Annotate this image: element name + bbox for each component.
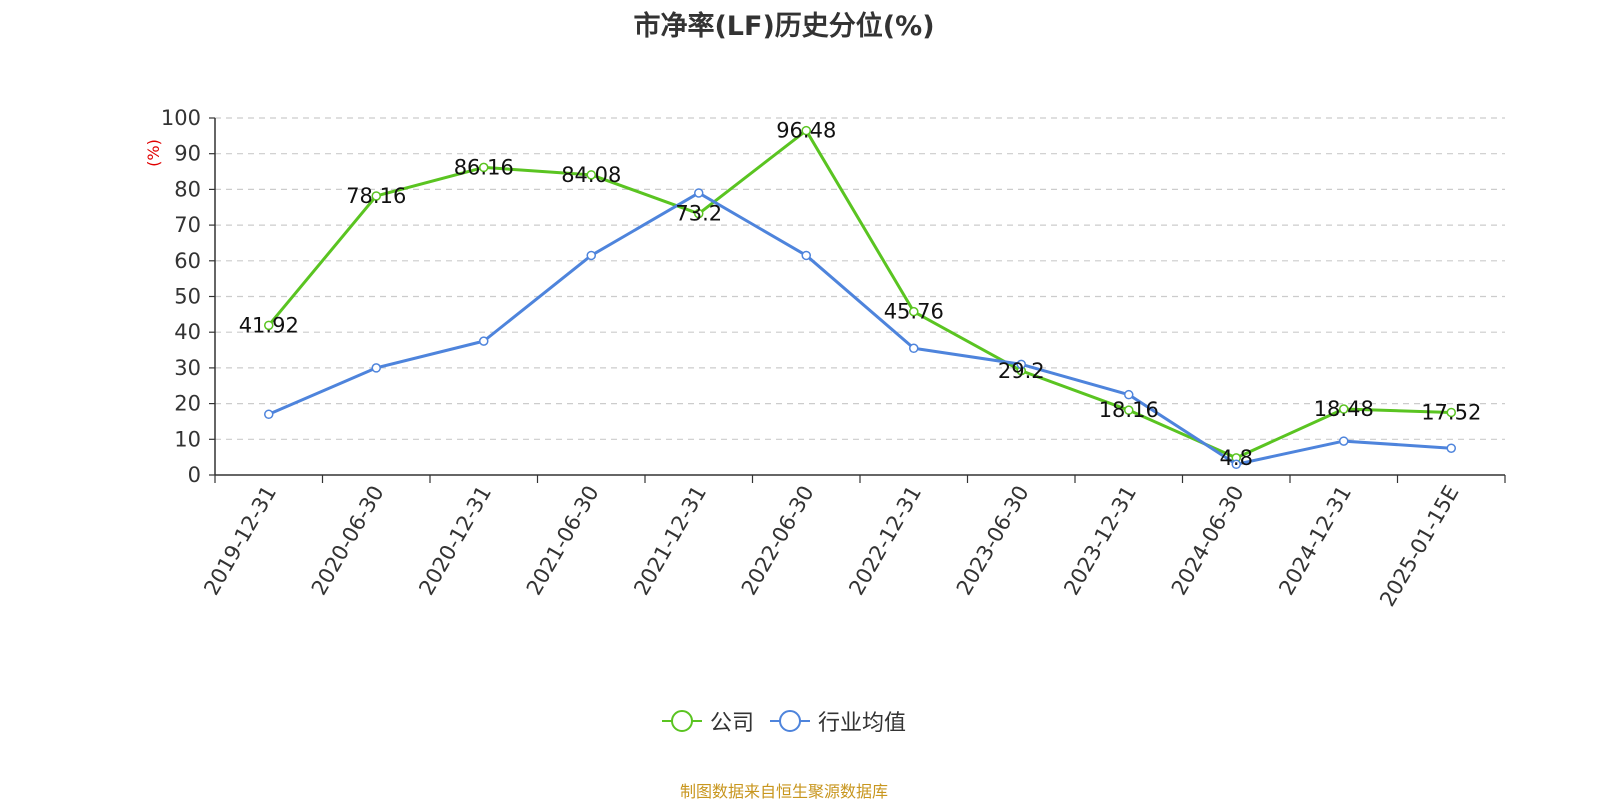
data-point	[1124, 389, 1134, 400]
x-tick-label: 2025-01-15E	[1375, 482, 1463, 611]
y-tick-label: 40	[174, 320, 201, 344]
x-tick-label: 2022-12-31	[844, 482, 926, 600]
data-point	[1231, 459, 1241, 470]
y-tick-label: 20	[174, 392, 201, 416]
data-label: 41.92	[239, 313, 299, 337]
x-tick-label: 2024-12-31	[1274, 482, 1356, 600]
data-point	[1446, 407, 1456, 418]
legend-line-marker-icon	[661, 710, 702, 732]
data-point	[371, 363, 381, 373]
data-point	[586, 250, 596, 261]
x-tick-label: 2021-06-30	[522, 482, 604, 600]
data-point	[1446, 443, 1456, 453]
y-tick-label: 60	[174, 249, 201, 273]
data-label: 17.52	[1421, 400, 1481, 424]
y-tick-label: 100	[161, 106, 201, 130]
data-point	[264, 320, 274, 331]
x-tick-label: 2020-12-31	[414, 482, 496, 600]
data-point	[694, 188, 704, 198]
line-chart: 0 10 20 30 40 50 60 70 80 90 100 2019-12-31 2020-06-…	[144, 106, 1506, 611]
data-point	[264, 409, 274, 420]
x-tick-label: 2019-12-31	[199, 482, 281, 600]
data-point	[1339, 404, 1349, 414]
x-tick-label: 2024-06-30	[1167, 482, 1249, 600]
data-point	[479, 336, 489, 346]
x-tick-label: 2023-06-30	[952, 482, 1034, 600]
y-tick-label: 80	[174, 177, 201, 201]
data-label: 86.16	[454, 155, 514, 179]
legend-line-marker-icon	[770, 710, 810, 732]
data-label: 18.48	[1314, 397, 1374, 421]
series-line-0	[267, 129, 1452, 460]
y-tick-label: 90	[174, 142, 201, 166]
y-tick-label: 70	[174, 213, 201, 237]
y-tick-label: 0	[188, 463, 201, 487]
legend-item-company[interactable]: 公司	[661, 705, 754, 737]
data-point	[479, 162, 489, 173]
x-tick-label: 2020-06-30	[307, 482, 389, 600]
data-point	[1016, 359, 1026, 370]
data-point	[909, 306, 919, 317]
data-label: 4.8	[1220, 446, 1253, 470]
data-point	[801, 125, 811, 136]
data-point	[909, 343, 919, 354]
axes: 0 10 20 30 40 50 60 70 80 90 100 2019-12-31 2020-06-…	[161, 106, 1506, 611]
x-tick-label: 2022-06-30	[737, 482, 819, 600]
y-tick-label: 10	[174, 427, 201, 451]
data-label: 18.16	[1099, 398, 1159, 422]
legend-label-industry-average: 行业均值	[818, 711, 907, 736]
data-label: 73.2	[675, 202, 722, 226]
data-point	[801, 250, 811, 261]
legend-item-industry-average[interactable]: 行业均值	[770, 705, 906, 737]
y-tick-label: 50	[174, 285, 201, 309]
chart-title: 市净率(LF)历史分位(%)	[633, 11, 935, 42]
y-tick-label: 30	[174, 356, 201, 380]
y-axis-label: (%)	[144, 139, 163, 167]
x-tick-label: 2021-12-31	[629, 482, 711, 600]
grid-lines	[215, 117, 1505, 440]
legend-label-company: 公司	[709, 711, 754, 736]
data-label: 29.2	[998, 359, 1045, 383]
data-label: 84.08	[561, 163, 621, 187]
data-point	[371, 191, 381, 201]
series-lines	[264, 125, 1456, 470]
data-point	[1124, 405, 1134, 415]
data-source-note: 制图数据来自恒生聚源数据库	[679, 782, 888, 801]
data-labels: 41.92 78.16 86.16 84.08 73.2 96.48 45.76 29.2 18…	[239, 119, 1482, 470]
data-label: 96.48	[776, 119, 836, 143]
x-tick-label: 2023-12-31	[1059, 482, 1141, 600]
data-label: 78.16	[346, 184, 406, 208]
data-label: 45.76	[884, 300, 944, 324]
data-point	[694, 208, 704, 219]
legend: 公司 行业均值	[0, 705, 1568, 737]
series-line-1	[268, 191, 1452, 466]
data-point	[1339, 436, 1349, 446]
data-point	[586, 170, 596, 180]
